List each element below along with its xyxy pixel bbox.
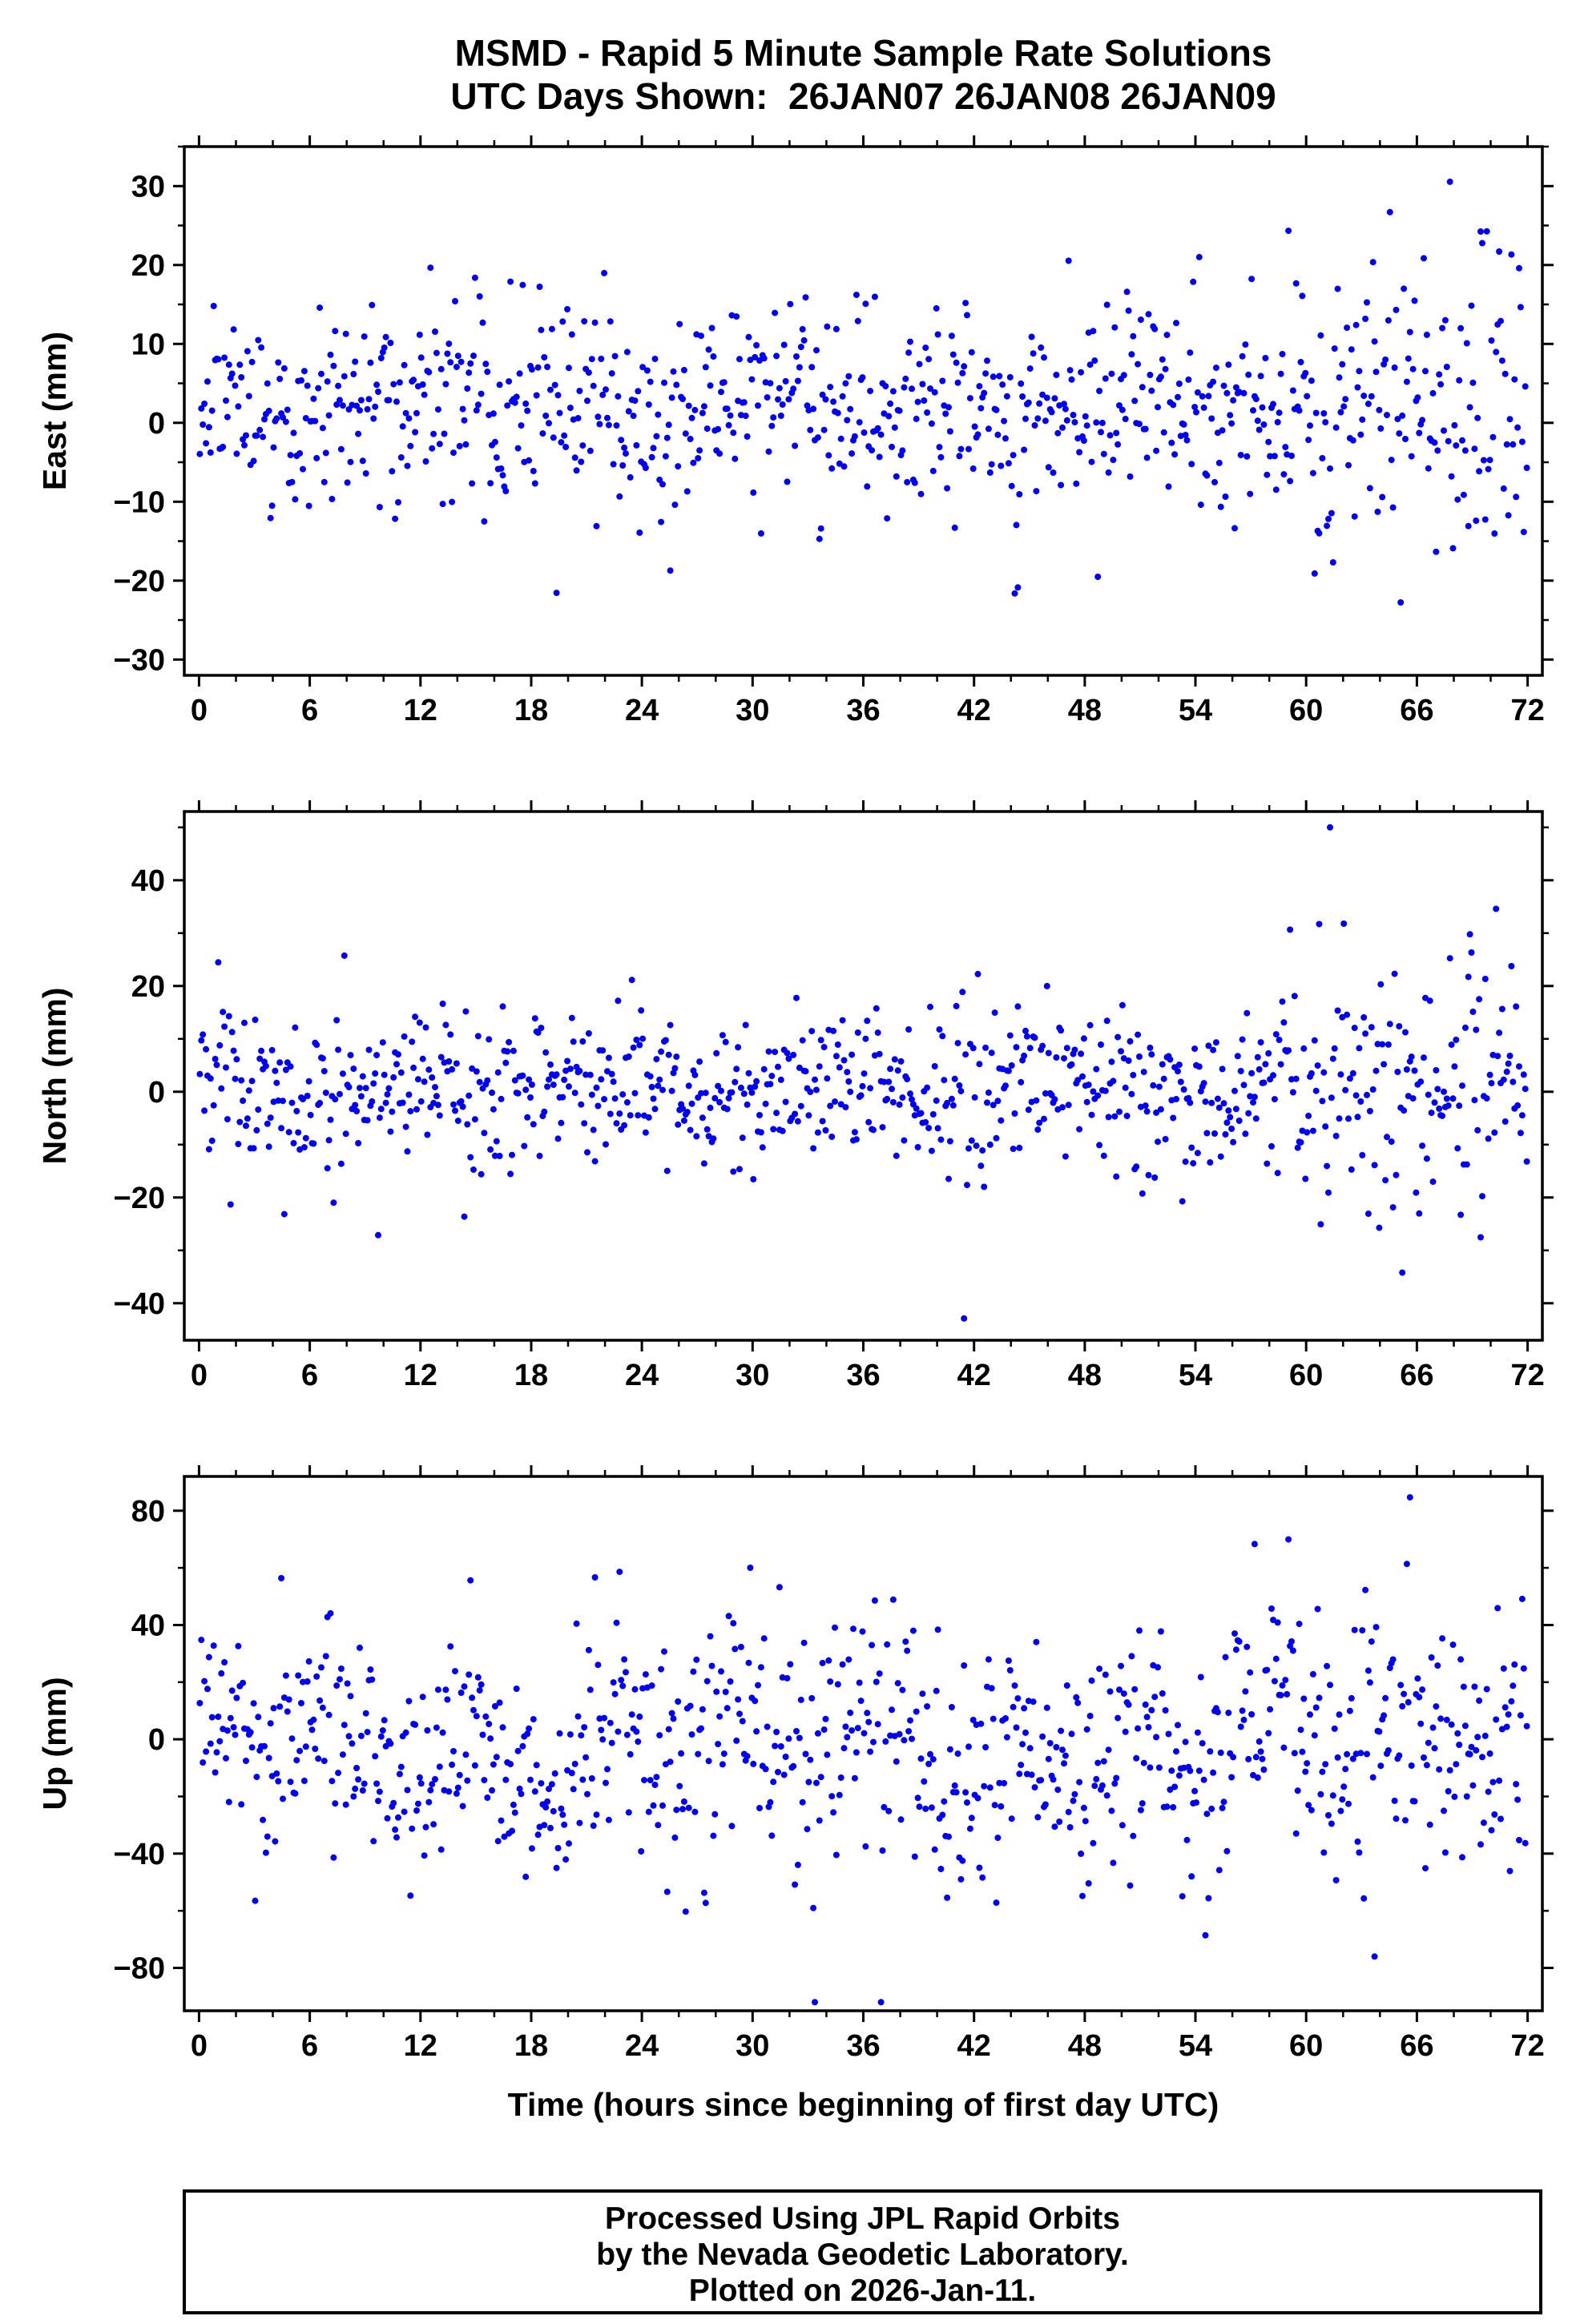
svg-text:12: 12 bbox=[404, 1359, 437, 1392]
svg-text:42: 42 bbox=[957, 694, 991, 727]
svg-text:20: 20 bbox=[131, 249, 165, 283]
north-ticks bbox=[173, 800, 1554, 1351]
svg-text:30: 30 bbox=[736, 694, 769, 727]
up-axis-label: Up (mm) bbox=[36, 1677, 73, 1810]
up-ticks bbox=[173, 1465, 1554, 2022]
svg-text:36: 36 bbox=[846, 2029, 880, 2063]
x-axis-title: Time (hours since beginning of first day… bbox=[507, 2086, 1219, 2123]
east-points-layer bbox=[196, 178, 1530, 606]
svg-text:72: 72 bbox=[1510, 694, 1544, 727]
svg-text:0: 0 bbox=[148, 1723, 165, 1757]
footer-line-1: Processed Using JPL Rapid Orbits bbox=[605, 2201, 1120, 2236]
east-tick-labels: 0 6 12 18 24 30 36 42 48 54 60 66 72 −30 −20 −10 0 10 20 30 bbox=[114, 170, 1545, 727]
svg-text:30: 30 bbox=[131, 170, 165, 203]
svg-text:30: 30 bbox=[736, 2029, 769, 2063]
east-panel-svg: 0 6 12 18 24 30 36 42 48 54 60 66 72 −30 −20 −10 0 10 20 30… bbox=[36, 135, 1554, 727]
north-panel-svg: 0 6 12 18 24 30 36 42 48 54 60 66 72 −40 −20 0 20 40 North… bbox=[36, 800, 1554, 1392]
up-panel-svg: 0 6 12 18 24 30 36 42 48 54 60 66 72 −80 −40 0 40 80 Up (m… bbox=[36, 1465, 1554, 2063]
svg-text:6: 6 bbox=[301, 2029, 318, 2063]
svg-text:24: 24 bbox=[625, 694, 659, 727]
svg-text:48: 48 bbox=[1068, 694, 1102, 727]
svg-text:54: 54 bbox=[1179, 2029, 1212, 2063]
svg-text:54: 54 bbox=[1179, 1359, 1212, 1392]
svg-text:36: 36 bbox=[846, 1359, 880, 1392]
svg-text:0: 0 bbox=[148, 407, 165, 441]
svg-text:42: 42 bbox=[957, 2029, 991, 2063]
svg-text:30: 30 bbox=[736, 1359, 769, 1392]
svg-text:60: 60 bbox=[1289, 1359, 1323, 1392]
up-tick-labels: 0 6 12 18 24 30 36 42 48 54 60 66 72 −80 −40 0 40 80 bbox=[114, 1495, 1545, 2063]
east-ticks bbox=[173, 135, 1554, 687]
svg-text:−20: −20 bbox=[114, 1182, 165, 1215]
chart-title: MSMD - Rapid 5 Minute Sample Rate Soluti… bbox=[454, 32, 1272, 74]
svg-text:48: 48 bbox=[1068, 2029, 1102, 2063]
svg-text:42: 42 bbox=[957, 1359, 991, 1392]
north-points-layer bbox=[196, 824, 1530, 1322]
svg-text:12: 12 bbox=[404, 2029, 437, 2063]
svg-text:40: 40 bbox=[131, 864, 165, 898]
svg-text:20: 20 bbox=[131, 970, 165, 1004]
svg-text:−30: −30 bbox=[114, 643, 165, 677]
north-tick-labels: 0 6 12 18 24 30 36 42 48 54 60 66 72 −40 −20 0 20 40 bbox=[114, 864, 1545, 1392]
north-axis-label: North (mm) bbox=[36, 988, 73, 1165]
svg-text:0: 0 bbox=[191, 1359, 208, 1392]
svg-text:−20: −20 bbox=[114, 565, 165, 598]
svg-text:−10: −10 bbox=[114, 485, 165, 519]
svg-text:6: 6 bbox=[301, 1359, 318, 1392]
svg-text:72: 72 bbox=[1510, 2029, 1544, 2063]
east-axis-label: East (mm) bbox=[36, 332, 73, 490]
svg-text:0: 0 bbox=[191, 2029, 208, 2063]
svg-text:72: 72 bbox=[1510, 1359, 1544, 1392]
svg-text:54: 54 bbox=[1179, 694, 1212, 727]
svg-text:60: 60 bbox=[1289, 694, 1323, 727]
footer-box: Processed Using JPL Rapid Orbits by the … bbox=[183, 2189, 1542, 2314]
svg-text:48: 48 bbox=[1068, 1359, 1102, 1392]
svg-text:80: 80 bbox=[131, 1495, 165, 1529]
svg-text:40: 40 bbox=[131, 1609, 165, 1643]
svg-text:0: 0 bbox=[191, 694, 208, 727]
svg-text:18: 18 bbox=[514, 2029, 548, 2063]
footer-line-3: Plotted on 2026-Jan-11. bbox=[688, 2274, 1037, 2308]
svg-text:60: 60 bbox=[1289, 2029, 1323, 2063]
svg-text:6: 6 bbox=[301, 694, 318, 727]
svg-text:66: 66 bbox=[1400, 694, 1433, 727]
svg-text:12: 12 bbox=[404, 694, 437, 727]
svg-text:36: 36 bbox=[846, 694, 880, 727]
svg-text:24: 24 bbox=[625, 1359, 659, 1392]
svg-text:0: 0 bbox=[148, 1076, 165, 1110]
up-points-layer bbox=[196, 1494, 1530, 2006]
svg-text:66: 66 bbox=[1400, 1359, 1433, 1392]
chart-subtitle: UTC Days Shown: 26JAN07 26JAN08 26JAN09 bbox=[450, 75, 1276, 117]
svg-text:−40: −40 bbox=[114, 1287, 165, 1321]
svg-text:24: 24 bbox=[625, 2029, 659, 2063]
svg-text:10: 10 bbox=[131, 328, 165, 361]
footer-line-2: by the Nevada Geodetic Laboratory. bbox=[596, 2237, 1129, 2272]
svg-text:18: 18 bbox=[514, 1359, 548, 1392]
svg-text:66: 66 bbox=[1400, 2029, 1433, 2063]
svg-text:−80: −80 bbox=[114, 1952, 165, 1986]
svg-text:−40: −40 bbox=[114, 1838, 165, 1871]
svg-text:18: 18 bbox=[514, 694, 548, 727]
